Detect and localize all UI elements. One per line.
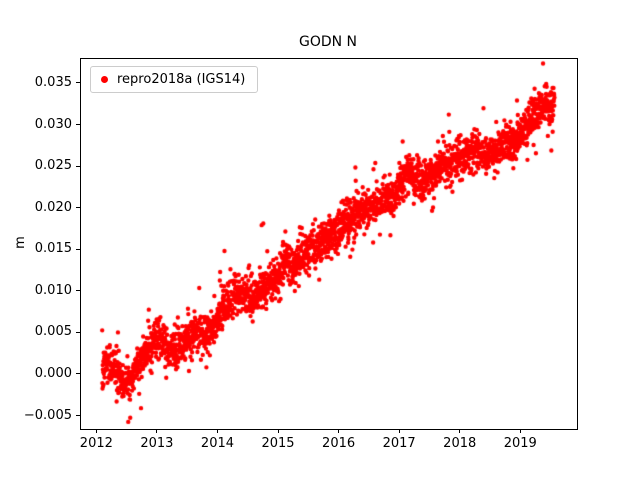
legend-label: repro2018a (IGS14): [117, 72, 246, 87]
y-tick-label: 0.030: [34, 116, 72, 132]
x-tick-mark: [216, 429, 218, 433]
y-tick-mark: [76, 165, 80, 167]
x-tick-label: 2014: [200, 436, 235, 451]
x-tick-label: 2012: [79, 436, 113, 451]
legend: repro2018a (IGS14): [90, 66, 259, 93]
y-tick-mark: [76, 82, 80, 84]
x-tick-label: 2013: [140, 436, 174, 451]
x-tick-label: 2017: [382, 436, 416, 451]
x-tick-mark: [519, 429, 521, 433]
y-tick-mark: [76, 248, 80, 250]
y-tick-label: 0.020: [34, 199, 72, 215]
legend-marker-dot: [101, 76, 108, 83]
x-tick-label: 2015: [261, 436, 295, 451]
y-tick-label: −0.005: [23, 407, 72, 423]
x-tick-label: 2018: [443, 436, 477, 451]
y-tick-mark: [76, 415, 80, 417]
y-tick-label: 0.025: [34, 158, 72, 174]
y-tick-mark: [76, 331, 80, 333]
x-tick-label: 2016: [322, 436, 356, 451]
y-tick-mark: [76, 124, 80, 126]
y-tick-label: 0.010: [34, 282, 72, 298]
x-tick-mark: [156, 429, 158, 433]
x-tick-mark: [398, 429, 400, 433]
y-tick-label: 0.005: [34, 324, 72, 340]
y-tick-mark: [76, 290, 80, 292]
y-tick-label: 0.000: [34, 365, 72, 381]
y-tick-mark: [76, 207, 80, 209]
x-tick-mark: [338, 429, 340, 433]
x-tick-mark: [277, 429, 279, 433]
chart-title: GODN N: [298, 34, 358, 50]
x-tick-label: 2019: [503, 436, 537, 451]
y-tick-label: 0.035: [34, 74, 72, 90]
plot-area: repro2018a (IGS14): [80, 58, 578, 430]
y-tick-mark: [76, 373, 80, 375]
scatter-points-canvas: [81, 59, 577, 429]
x-tick-mark: [459, 429, 461, 433]
x-tick-mark: [95, 429, 97, 433]
y-tick-label: 0.015: [34, 241, 72, 257]
